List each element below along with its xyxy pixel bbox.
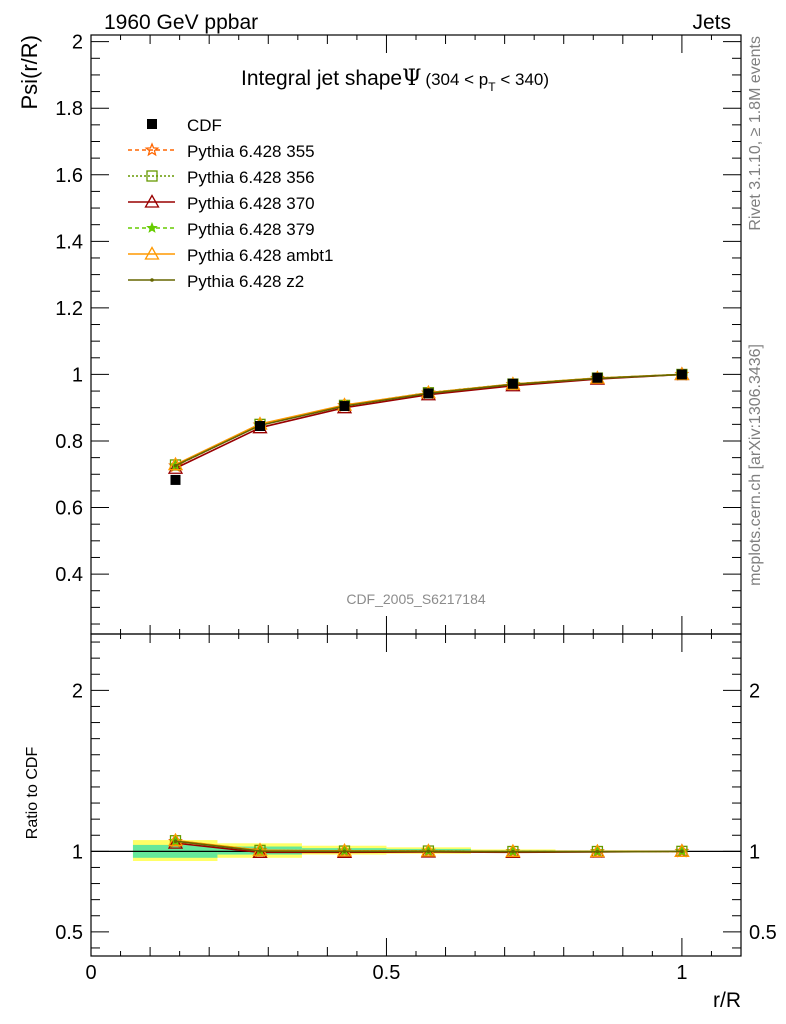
y-tick-label: 1.6: [55, 165, 83, 187]
legend-label: Pythia 6.428 355: [187, 142, 315, 161]
series-1: [169, 368, 688, 471]
data-point: [173, 463, 178, 468]
series-3: [169, 368, 688, 471]
ratio-point: [252, 842, 268, 856]
legend-label: Pythia 6.428 379: [187, 220, 315, 239]
ratio-series-5: [173, 839, 684, 854]
cdf-data: [170, 369, 687, 485]
chart-title-symbol: Ψ: [402, 66, 421, 91]
y-tick-label-right: 1: [749, 841, 760, 863]
chart-title: Integral jet shapeΨ (304 < pT < 340): [241, 66, 549, 94]
chart-title-range: (304 < p: [425, 70, 488, 89]
legend-label: Pythia 6.428 370: [187, 194, 315, 213]
data-point: [167, 460, 184, 474]
ratio-point: [173, 839, 178, 844]
legend-marker: [144, 194, 160, 208]
legend-marker: [144, 142, 160, 157]
y-axis-label: Psi(r/R): [17, 35, 42, 110]
legend-label: CDF: [187, 116, 222, 135]
y-tick-label: 1: [72, 841, 83, 863]
series-4: [167, 366, 690, 471]
y-tick-label-right: 2: [749, 680, 760, 702]
x-axis-label: r/R: [713, 989, 741, 1012]
ratio-point: [342, 849, 347, 854]
data-point: [170, 474, 181, 485]
rivet-version-label: Rivet 3.1.10, ≥ 1.8M events: [747, 36, 764, 231]
y-tick-label: 0.5: [55, 922, 83, 944]
legend-marker: [146, 221, 158, 233]
data-point: [339, 401, 350, 412]
legend: CDF Pythia 6.428 355 Pythia 6.428 356 Pythi…: [128, 116, 333, 291]
chart-title-range-sub: T: [488, 80, 496, 94]
main-plot-panel: 0.4 0.6 0.8 1 1.2 1.4 1.6 1.8 2 Psi(r/R) Integral …: [17, 32, 742, 635]
ratio-point: [595, 849, 600, 854]
ratio-point: [589, 843, 606, 858]
y-tick-label: 0.4: [55, 564, 83, 586]
data-point: [592, 372, 603, 383]
y-tick-label: 0.8: [55, 431, 83, 453]
ratio-point: [511, 849, 515, 854]
y-tick-label: 0.6: [55, 498, 83, 520]
ratio-point: [420, 843, 437, 857]
legend-marker: [150, 278, 154, 282]
ratio-point: [426, 849, 431, 854]
analysis-watermark: CDF_2005_S6217184: [346, 591, 486, 607]
y-tick-label: 1.4: [55, 231, 83, 253]
data-point: [676, 369, 687, 380]
legend-label: Pythia 6.428 z2: [187, 272, 304, 291]
ratio-point: [680, 849, 684, 854]
ratio-point: [167, 832, 184, 847]
legend-marker: [147, 119, 157, 129]
data-point: [423, 388, 434, 399]
ratio-point: [505, 843, 521, 858]
y-tick-label: 1.8: [55, 98, 83, 120]
mcplots-source-label: mcplots.cern.ch [arXiv:1306.3436]: [747, 344, 764, 586]
series-2: [167, 366, 690, 474]
x-tick-label: 0.5: [373, 962, 401, 984]
chart-title-main: Integral jet shape: [241, 67, 402, 90]
x-tick-label: 0: [85, 962, 96, 984]
data-point: [507, 378, 518, 389]
x-tick-label: 1: [676, 962, 687, 984]
data-point: [255, 421, 265, 432]
ratio-point: [336, 843, 353, 857]
y-tick-label-right: 0.5: [749, 922, 777, 944]
legend-marker: [144, 246, 160, 260]
header-energy-label: 1960 GeV ppbar: [104, 11, 258, 34]
y-tick-label: 1: [72, 364, 83, 386]
legend-marker: [146, 170, 158, 182]
y-tick-label: 1.2: [55, 298, 83, 320]
header-jets-label: Jets: [692, 11, 731, 34]
y-tick-label: 2: [72, 32, 83, 54]
legend-label: Pythia 6.428 356: [187, 168, 315, 187]
ratio-point: [258, 849, 262, 853]
ratio-plot-frame: [90, 633, 742, 957]
y-tick-label: 2: [72, 680, 83, 702]
legend-label: Pythia 6.428 ambt1: [187, 246, 333, 265]
chart-title-range-end: < 340): [496, 70, 549, 89]
series-0: [168, 366, 690, 473]
ratio-y-axis-label: Ratio to CDF: [24, 747, 41, 840]
